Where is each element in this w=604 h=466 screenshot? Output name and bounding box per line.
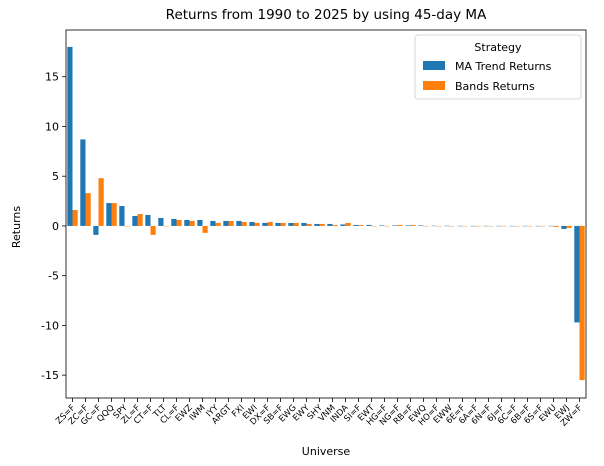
x-axis-label: Universe xyxy=(302,445,351,458)
bar-ma-trend-0 xyxy=(67,46,73,226)
bar-ma-trend-7 xyxy=(158,217,164,226)
bar-bands-18 xyxy=(306,223,312,226)
bar-ma-trend-18 xyxy=(301,222,307,226)
bar-bands-8 xyxy=(176,219,182,226)
chart-title: Returns from 1990 to 2025 by using 45-da… xyxy=(166,7,487,23)
bar-bands-2 xyxy=(98,178,104,226)
bar-ma-trend-21 xyxy=(340,224,346,226)
legend-title: Strategy xyxy=(474,41,522,54)
bar-bands-16 xyxy=(280,222,286,226)
bar-ma-trend-38 xyxy=(561,225,567,229)
bar-bands-20 xyxy=(332,224,338,226)
y-tick-label: 5 xyxy=(52,170,59,183)
bar-bands-21 xyxy=(345,222,351,226)
bar-ma-trend-10 xyxy=(197,219,203,226)
bar-bands-14 xyxy=(254,222,260,226)
bar-ma-trend-5 xyxy=(132,215,138,226)
y-tick-label: 10 xyxy=(45,120,59,133)
bar-ma-trend-20 xyxy=(327,223,333,226)
bar-bands-9 xyxy=(189,220,195,226)
bar-bands-25 xyxy=(397,224,403,226)
legend: Strategy MA Trend Returns Bands Returns xyxy=(414,34,582,100)
legend-box xyxy=(414,34,582,100)
bar-bands-12 xyxy=(228,220,234,226)
bar-bands-3 xyxy=(111,203,117,226)
bars xyxy=(67,46,585,381)
bar-ma-trend-39 xyxy=(574,225,580,323)
bar-ma-trend-27 xyxy=(418,225,424,226)
bar-bands-26 xyxy=(410,224,416,226)
bar-bands-15 xyxy=(267,221,273,226)
bar-bands-1 xyxy=(85,193,91,226)
bar-ma-trend-24 xyxy=(379,225,385,226)
bar-bands-38 xyxy=(566,225,572,228)
plot-frame xyxy=(65,29,587,399)
bar-ma-trend-23 xyxy=(366,224,372,226)
bar-ma-trend-2 xyxy=(93,225,99,235)
bar-bands-13 xyxy=(241,221,247,226)
bar-ma-trend-3 xyxy=(106,203,112,226)
bar-bands-10 xyxy=(202,225,208,233)
bar-ma-trend-8 xyxy=(171,218,177,226)
bar-ma-trend-22 xyxy=(353,224,359,226)
y-axis-label: Returns xyxy=(10,206,23,249)
bar-bands-11 xyxy=(215,222,221,226)
bar-ma-trend-1 xyxy=(80,139,86,226)
bar-ma-trend-16 xyxy=(275,222,281,226)
bar-ma-trend-17 xyxy=(288,222,294,226)
bar-ma-trend-9 xyxy=(184,219,190,226)
y-tick-label: 15 xyxy=(45,71,59,84)
bar-bands-6 xyxy=(150,225,156,235)
bar-bands-22 xyxy=(358,224,364,226)
legend-entry-1: Bands Returns xyxy=(455,80,535,93)
bar-ma-trend-19 xyxy=(314,223,320,226)
bar-ma-trend-26 xyxy=(405,225,411,226)
bar-ma-trend-12 xyxy=(223,220,229,226)
bar-ma-trend-11 xyxy=(210,220,216,226)
bar-bands-0 xyxy=(72,210,78,226)
y-tick-label: 0 xyxy=(52,220,59,233)
bar-ma-trend-13 xyxy=(236,220,242,226)
bar-ma-trend-14 xyxy=(249,221,255,226)
bar-ma-trend-4 xyxy=(119,206,125,226)
y-tick-label: -15 xyxy=(41,369,59,382)
bar-bands-5 xyxy=(137,214,143,226)
y-tick-label: -10 xyxy=(41,319,59,332)
bar-bands-39 xyxy=(579,225,585,381)
legend-swatch-1 xyxy=(423,81,445,90)
bar-ma-trend-25 xyxy=(392,225,398,226)
bar-ma-trend-6 xyxy=(145,214,151,226)
bar-ma-trend-15 xyxy=(262,222,268,226)
bar-bands-17 xyxy=(293,222,299,226)
legend-entry-0: MA Trend Returns xyxy=(455,60,552,73)
legend-swatch-0 xyxy=(423,61,445,70)
bar-bands-19 xyxy=(319,223,325,226)
bar-bands-37 xyxy=(553,225,559,227)
y-tick-label: -5 xyxy=(48,270,59,283)
